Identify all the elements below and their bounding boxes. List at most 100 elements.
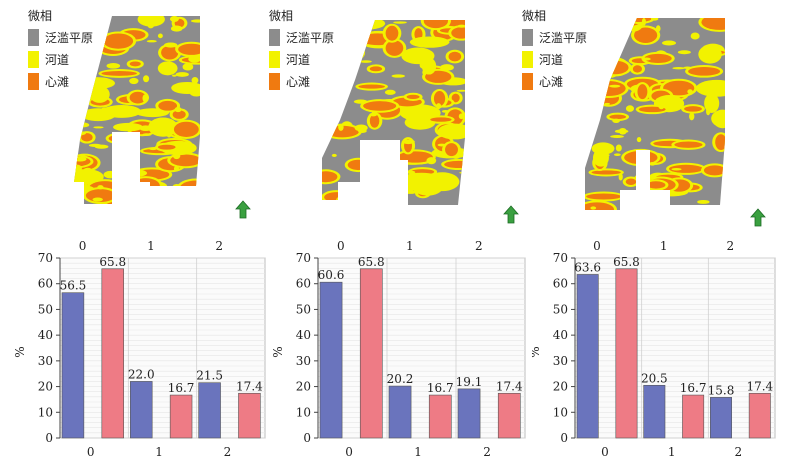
legend-swatch	[522, 28, 533, 46]
channel-patch	[331, 105, 343, 113]
legend-label: 泛滥平原	[539, 30, 588, 45]
channel-patch	[637, 178, 646, 183]
channel-patch	[157, 61, 178, 76]
channel-patch	[322, 54, 336, 68]
y-tick-label: 40	[553, 328, 568, 342]
legend-item-floodplain: 泛滥平原	[269, 26, 334, 48]
channel-patch	[190, 19, 200, 23]
channel-patch	[323, 122, 338, 129]
channel-patch	[86, 33, 94, 41]
channel-patch	[358, 186, 391, 205]
channel-patch	[353, 99, 368, 104]
top-axis-label: 0	[593, 239, 601, 253]
bar-series-2	[615, 268, 638, 439]
channel-patch	[170, 25, 183, 32]
channel-patch	[172, 184, 181, 190]
channel-patch	[384, 89, 396, 95]
y-axis-label: %	[13, 346, 27, 357]
legend-title: 微相	[28, 9, 53, 23]
bar-patch	[430, 117, 452, 122]
x-tick-label: 0	[345, 445, 353, 459]
north-arrow-icon	[235, 200, 251, 219]
channel-patch	[188, 55, 200, 63]
channel-patch	[338, 123, 344, 131]
channel-patch	[147, 21, 155, 29]
channel-patch	[189, 87, 200, 97]
legend-item-floodplain: 泛滥平原	[28, 26, 93, 48]
channel-patch	[603, 24, 611, 31]
x-tick-label: 0	[87, 445, 95, 459]
channel-patch	[662, 40, 676, 46]
channel-patch	[93, 126, 104, 129]
channel-patch	[590, 206, 597, 210]
channel-patch	[683, 66, 692, 70]
channel-patch	[74, 78, 92, 98]
y-tick-label: 30	[296, 354, 311, 368]
channel-patch	[173, 166, 180, 172]
bar-patch	[361, 188, 388, 204]
channel-patch	[687, 89, 693, 95]
bar-patch	[369, 114, 380, 128]
bar-series-1	[643, 384, 666, 439]
channel-patch	[456, 89, 465, 92]
channel-patch	[175, 72, 189, 77]
channel-patch	[94, 144, 109, 149]
channel-patch	[618, 127, 627, 135]
channel-patch	[614, 153, 621, 157]
north-arrow-icon	[503, 205, 519, 224]
bar-patch	[634, 27, 658, 43]
legend-label: 心滩	[45, 74, 70, 89]
channel-patch	[115, 184, 148, 198]
bar-series-1	[388, 385, 412, 439]
channel-patch	[325, 24, 331, 32]
channel-patch	[101, 107, 113, 110]
x-tick-label: 1	[668, 445, 676, 459]
channel-patch	[411, 172, 423, 181]
channel-patch	[634, 174, 647, 181]
channel-patch	[689, 112, 695, 121]
bar-series-2	[169, 394, 193, 439]
bar-patch	[131, 178, 160, 194]
channel-patch	[706, 107, 711, 116]
map-raster	[322, 20, 465, 205]
channel-patch	[178, 198, 200, 204]
bar-patch	[589, 29, 615, 35]
channel-patch	[139, 125, 152, 132]
bar-value-label: 20.2	[387, 372, 414, 386]
x-tick-label: 1	[155, 445, 163, 459]
legend-label: 泛滥平原	[45, 30, 94, 45]
facies-map	[585, 18, 766, 227]
bar-patch	[669, 164, 703, 173]
plot-area	[59, 257, 266, 439]
x-tick-label: 0	[601, 445, 609, 459]
plot-area	[317, 257, 526, 439]
bar-patch	[423, 20, 448, 29]
bar-patch	[74, 156, 91, 167]
channel-patch	[393, 21, 407, 24]
channel-patch	[585, 18, 600, 31]
y-tick-label: 50	[38, 302, 53, 316]
bar-series-2	[101, 268, 124, 439]
bar-chart-3: 010203040506070%01201263.620.515.865.816…	[532, 239, 776, 459]
legend-label: 河道	[45, 52, 70, 67]
channel-patch	[591, 110, 598, 115]
y-tick-label: 10	[38, 405, 53, 419]
bar-patch	[688, 67, 721, 76]
legend-swatch	[28, 50, 39, 68]
channel-patch	[80, 108, 116, 122]
bar-patch	[632, 65, 642, 73]
bar-patch	[343, 46, 363, 60]
channel-patch	[698, 45, 722, 64]
channel-patch	[361, 159, 368, 167]
channel-patch	[419, 61, 430, 70]
channel-patch	[106, 63, 121, 69]
map-legend: 微相 泛滥平原 河道 心滩	[28, 8, 93, 92]
channel-patch	[166, 131, 172, 138]
channel-patch	[83, 167, 93, 175]
channel-patch	[172, 74, 177, 77]
bar-patch	[161, 45, 179, 60]
channel-patch	[595, 70, 603, 74]
top-axis-label: 1	[147, 239, 155, 253]
channel-patch	[672, 67, 685, 70]
